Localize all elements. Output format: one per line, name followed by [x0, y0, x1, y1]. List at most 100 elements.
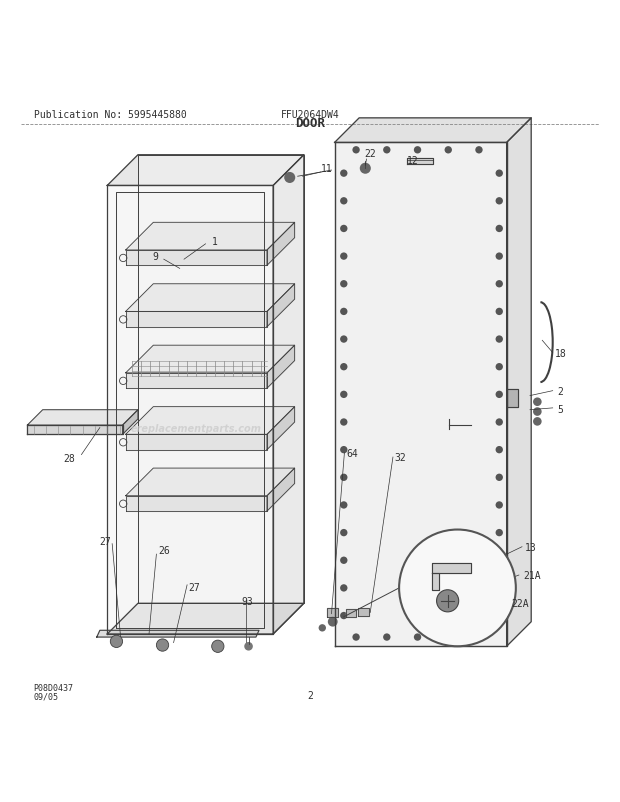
Circle shape — [110, 635, 123, 648]
Circle shape — [495, 336, 503, 343]
Polygon shape — [126, 374, 267, 389]
Polygon shape — [345, 610, 356, 617]
Circle shape — [476, 147, 482, 154]
Circle shape — [383, 147, 391, 154]
Polygon shape — [126, 312, 267, 327]
Circle shape — [495, 612, 503, 619]
Circle shape — [495, 363, 503, 371]
Polygon shape — [507, 119, 531, 646]
Text: 09/05: 09/05 — [33, 691, 58, 700]
Text: 27: 27 — [188, 582, 200, 592]
Text: 1: 1 — [212, 237, 218, 246]
Text: 2: 2 — [558, 387, 564, 396]
Circle shape — [495, 308, 503, 316]
Text: 13: 13 — [525, 542, 537, 552]
Circle shape — [340, 363, 347, 371]
Circle shape — [284, 172, 295, 184]
Polygon shape — [267, 346, 294, 389]
Polygon shape — [126, 435, 267, 450]
Text: 9: 9 — [153, 252, 158, 261]
Circle shape — [495, 447, 503, 454]
Polygon shape — [117, 192, 264, 628]
Text: 5: 5 — [558, 404, 564, 415]
Circle shape — [533, 418, 542, 426]
Circle shape — [340, 391, 347, 399]
Polygon shape — [126, 407, 294, 435]
Circle shape — [156, 639, 169, 651]
Circle shape — [352, 147, 360, 154]
Circle shape — [340, 336, 347, 343]
Circle shape — [495, 585, 503, 592]
Text: ereplacementparts.com: ereplacementparts.com — [131, 423, 262, 434]
Circle shape — [445, 147, 452, 154]
Circle shape — [495, 198, 503, 205]
Polygon shape — [138, 156, 304, 604]
Circle shape — [533, 398, 542, 407]
Circle shape — [495, 170, 503, 177]
Text: 64: 64 — [346, 448, 358, 458]
Text: 93: 93 — [241, 596, 253, 606]
Polygon shape — [123, 410, 138, 435]
Text: 26: 26 — [158, 545, 170, 556]
Polygon shape — [27, 410, 138, 426]
Text: 32: 32 — [394, 452, 406, 463]
Polygon shape — [358, 608, 369, 616]
Circle shape — [340, 585, 347, 592]
Circle shape — [436, 590, 459, 612]
Circle shape — [476, 634, 482, 641]
Circle shape — [340, 419, 347, 426]
Circle shape — [340, 308, 347, 316]
Polygon shape — [97, 630, 259, 638]
Text: 22A: 22A — [512, 598, 529, 609]
Polygon shape — [126, 346, 294, 374]
Polygon shape — [126, 223, 294, 251]
Circle shape — [340, 557, 347, 565]
Text: 21A: 21A — [524, 570, 541, 581]
Circle shape — [340, 281, 347, 288]
Circle shape — [414, 634, 421, 641]
Circle shape — [495, 225, 503, 233]
Polygon shape — [407, 159, 433, 164]
Text: 18: 18 — [555, 348, 567, 358]
Circle shape — [414, 147, 421, 154]
Circle shape — [340, 170, 347, 177]
Polygon shape — [432, 564, 471, 573]
Polygon shape — [273, 156, 304, 634]
Text: FFU2064DW4: FFU2064DW4 — [281, 110, 339, 119]
Text: 28: 28 — [63, 454, 75, 464]
Circle shape — [319, 625, 326, 632]
Circle shape — [495, 474, 503, 481]
Polygon shape — [267, 407, 294, 450]
Text: Publication No: 5995445880: Publication No: 5995445880 — [33, 110, 186, 119]
Circle shape — [340, 225, 347, 233]
Polygon shape — [267, 285, 294, 327]
Circle shape — [495, 557, 503, 565]
Text: 22: 22 — [365, 149, 376, 160]
Text: 11: 11 — [321, 164, 333, 174]
Circle shape — [340, 474, 347, 481]
Circle shape — [340, 529, 347, 537]
Circle shape — [340, 612, 347, 619]
Polygon shape — [126, 468, 294, 496]
Polygon shape — [267, 468, 294, 512]
Circle shape — [340, 501, 347, 509]
Circle shape — [360, 164, 371, 175]
Circle shape — [244, 642, 253, 650]
Circle shape — [495, 281, 503, 288]
Text: 12: 12 — [407, 156, 419, 165]
Circle shape — [495, 391, 503, 399]
Circle shape — [400, 530, 515, 646]
Polygon shape — [27, 426, 123, 435]
Polygon shape — [327, 608, 338, 617]
Polygon shape — [126, 285, 294, 312]
Polygon shape — [107, 156, 304, 186]
Circle shape — [352, 634, 360, 641]
Text: 27: 27 — [99, 536, 110, 546]
Text: DOOR: DOOR — [295, 117, 325, 130]
Circle shape — [211, 640, 224, 653]
Circle shape — [495, 501, 503, 509]
Circle shape — [328, 617, 338, 627]
Text: 2: 2 — [307, 691, 313, 700]
Circle shape — [383, 634, 391, 641]
Circle shape — [495, 253, 503, 261]
